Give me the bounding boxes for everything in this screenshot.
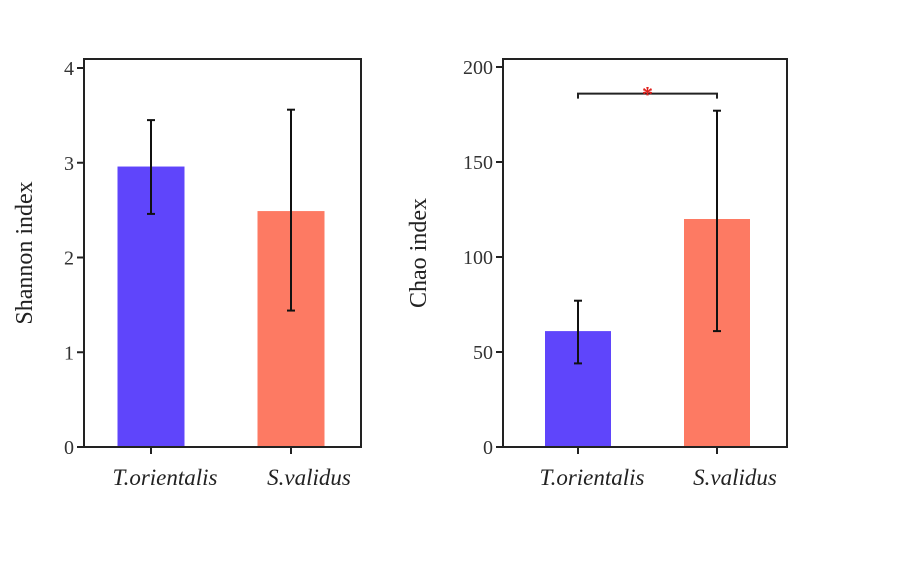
x-category-label: T.orientalis xyxy=(539,465,644,490)
y-tick-label: 200 xyxy=(463,57,493,79)
error-bar xyxy=(574,299,582,365)
y-tick-label: 0 xyxy=(483,437,493,459)
y-axis-title: Shannon index xyxy=(12,181,38,324)
y-tick-label: 3 xyxy=(64,153,74,175)
y-axis-title: Chao index xyxy=(406,198,432,308)
x-category-label: S.validus xyxy=(693,465,777,490)
error-bar xyxy=(287,108,295,312)
significance-asterisk: * xyxy=(642,82,653,107)
x-category-label: S.validus xyxy=(267,465,351,490)
plot-frame xyxy=(83,58,362,448)
y-tick-label: 150 xyxy=(463,152,493,174)
y-tick-label: 1 xyxy=(64,342,74,364)
y-tick-label: 50 xyxy=(473,342,493,364)
plot-frame xyxy=(502,58,788,448)
y-tick-label: 0 xyxy=(64,437,74,459)
shannon-panel: 0 1 2 3 4 T.orientalis S.validus Shannon index xyxy=(12,58,362,490)
significance-bracket-line xyxy=(577,92,718,99)
y-tick-label: 4 xyxy=(64,58,74,80)
x-category-label: T.orientalis xyxy=(112,465,217,490)
y-tick-label: 2 xyxy=(64,248,74,270)
significance-bracket xyxy=(577,92,718,99)
error-bar xyxy=(713,109,721,333)
error-bar xyxy=(147,119,155,215)
chao-panel: 0 50 100 150 200 T.orientalis S.validus Chao in… xyxy=(406,57,788,490)
y-tick-label: 100 xyxy=(463,247,493,269)
